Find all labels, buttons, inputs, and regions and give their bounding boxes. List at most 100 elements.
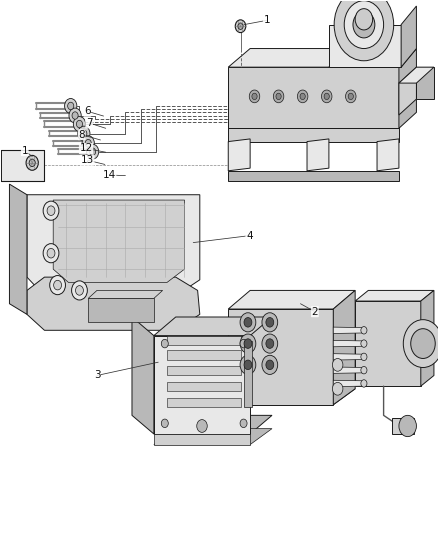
Polygon shape — [332, 380, 363, 386]
Circle shape — [49, 276, 65, 295]
Circle shape — [69, 108, 81, 123]
Circle shape — [244, 339, 251, 349]
Circle shape — [82, 136, 94, 151]
Circle shape — [261, 334, 277, 353]
Polygon shape — [228, 171, 398, 181]
Text: 4: 4 — [245, 231, 252, 241]
Polygon shape — [88, 290, 162, 298]
Circle shape — [332, 382, 342, 395]
Circle shape — [360, 340, 366, 348]
Polygon shape — [228, 290, 354, 309]
Circle shape — [354, 9, 372, 30]
Circle shape — [86, 144, 99, 159]
Polygon shape — [332, 354, 363, 360]
Circle shape — [249, 90, 259, 103]
Circle shape — [240, 340, 247, 348]
Circle shape — [67, 102, 74, 110]
Circle shape — [47, 206, 55, 215]
Circle shape — [240, 356, 255, 374]
Polygon shape — [332, 327, 363, 334]
Circle shape — [244, 318, 251, 327]
Circle shape — [71, 281, 87, 300]
Circle shape — [73, 117, 85, 132]
Polygon shape — [332, 341, 363, 347]
Polygon shape — [88, 298, 153, 322]
Text: 6: 6 — [84, 106, 91, 116]
Circle shape — [299, 93, 304, 100]
Polygon shape — [153, 317, 272, 336]
Circle shape — [76, 120, 82, 128]
Circle shape — [251, 93, 257, 100]
Circle shape — [29, 159, 35, 166]
Circle shape — [53, 280, 61, 290]
Text: 1: 1 — [21, 146, 28, 156]
Circle shape — [161, 340, 168, 348]
Circle shape — [403, 320, 438, 368]
Text: 1: 1 — [263, 15, 269, 26]
Circle shape — [81, 130, 87, 138]
Polygon shape — [53, 200, 184, 282]
Circle shape — [244, 360, 251, 369]
Polygon shape — [400, 6, 416, 67]
Polygon shape — [306, 139, 328, 171]
Polygon shape — [328, 49, 416, 67]
Circle shape — [240, 419, 247, 427]
Polygon shape — [228, 49, 416, 67]
Polygon shape — [153, 434, 250, 445]
Polygon shape — [166, 366, 241, 375]
Polygon shape — [1, 150, 44, 181]
Circle shape — [333, 0, 393, 61]
Polygon shape — [153, 429, 272, 445]
Polygon shape — [416, 67, 433, 99]
Polygon shape — [27, 277, 199, 330]
Circle shape — [323, 93, 328, 100]
Circle shape — [332, 359, 342, 371]
Polygon shape — [153, 336, 250, 434]
Circle shape — [321, 90, 331, 103]
Circle shape — [360, 379, 366, 387]
Polygon shape — [228, 67, 398, 128]
Polygon shape — [132, 317, 153, 434]
Polygon shape — [166, 350, 241, 360]
Circle shape — [297, 90, 307, 103]
Circle shape — [345, 90, 355, 103]
Polygon shape — [398, 67, 416, 115]
Circle shape — [352, 11, 374, 38]
Circle shape — [75, 286, 83, 295]
Polygon shape — [328, 25, 400, 67]
Polygon shape — [228, 139, 250, 171]
Polygon shape — [398, 67, 433, 83]
Circle shape — [360, 327, 366, 334]
Circle shape — [47, 248, 55, 258]
Circle shape — [276, 93, 281, 100]
Circle shape — [64, 99, 77, 114]
Polygon shape — [228, 128, 398, 142]
Polygon shape — [10, 184, 27, 314]
Polygon shape — [228, 309, 332, 405]
Text: 2: 2 — [311, 306, 318, 317]
Circle shape — [235, 20, 245, 33]
Polygon shape — [354, 290, 433, 301]
Circle shape — [343, 1, 383, 49]
Circle shape — [161, 419, 168, 427]
Polygon shape — [354, 301, 420, 386]
Polygon shape — [27, 195, 199, 296]
Polygon shape — [420, 290, 433, 386]
Polygon shape — [153, 415, 272, 434]
Circle shape — [85, 140, 91, 147]
Text: 8: 8 — [78, 130, 85, 140]
Polygon shape — [332, 290, 354, 405]
Circle shape — [43, 244, 59, 263]
Polygon shape — [376, 139, 398, 171]
Circle shape — [360, 367, 366, 374]
Circle shape — [261, 356, 277, 374]
Circle shape — [265, 339, 273, 349]
Text: 7: 7 — [85, 118, 92, 128]
Text: 12: 12 — [79, 143, 92, 154]
Circle shape — [347, 93, 353, 100]
Text: 13: 13 — [81, 155, 94, 165]
Polygon shape — [228, 389, 354, 405]
Text: 14: 14 — [102, 170, 116, 180]
Circle shape — [78, 126, 90, 141]
Polygon shape — [332, 367, 363, 373]
